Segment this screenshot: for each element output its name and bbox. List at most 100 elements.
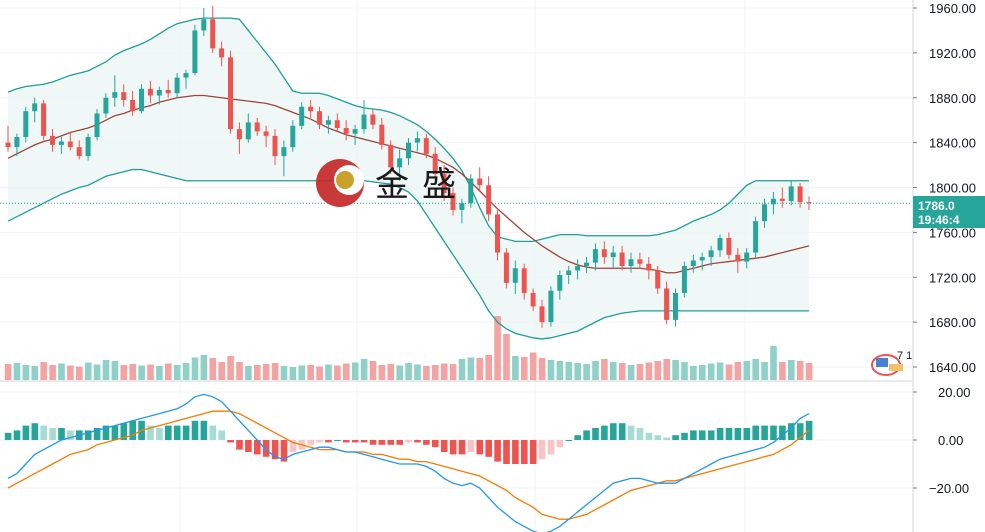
macd-histogram-bar: [102, 425, 110, 440]
candle-body: [41, 103, 47, 136]
macd-histogram-bar: [565, 440, 573, 441]
candle-body: [334, 120, 340, 129]
macd-histogram-bar: [779, 425, 786, 440]
candle-body: [459, 203, 465, 210]
candle-body: [441, 174, 447, 194]
price-tag-bg: [913, 196, 985, 228]
candle: [414, 131, 420, 152]
macd-histogram-bar: [494, 440, 501, 462]
candle-body: [50, 135, 55, 145]
candle-body: [130, 99, 136, 112]
macd-histogram-bar: [788, 423, 795, 440]
macd-histogram-bar: [334, 440, 341, 441]
macd-histogram-bar: [663, 437, 670, 440]
macd-histogram-bar: [618, 423, 626, 440]
volume-bar: [13, 363, 21, 380]
candle: [361, 99, 367, 134]
watermark-logo: 金 盛: [316, 159, 456, 207]
indicator-badge[interactable]: 7 1: [871, 350, 912, 376]
candle: [655, 266, 661, 295]
volume-bar: [245, 366, 252, 380]
candle: [236, 122, 242, 154]
candle: [495, 209, 500, 261]
macd-histogram-bar: [156, 428, 163, 440]
macd-histogram-bar: [503, 440, 510, 464]
candle: [245, 113, 251, 143]
candle-body: [32, 103, 38, 112]
candles: [5, 5, 812, 328]
candle-body: [628, 259, 634, 267]
candle-body: [228, 57, 233, 130]
candle-body: [361, 114, 367, 130]
candle-body: [67, 141, 73, 148]
candle-body: [263, 131, 269, 136]
volume-bar: [494, 316, 501, 380]
candle: [699, 252, 705, 271]
candle-body: [690, 260, 696, 267]
macd-histogram-bar: [40, 425, 47, 440]
candle: [228, 50, 233, 134]
candle-body: [762, 204, 767, 222]
macd-histogram-bar: [165, 425, 172, 440]
candle-body: [503, 252, 509, 283]
candle-body: [379, 124, 385, 145]
volume-bar: [209, 358, 217, 380]
macd-histogram-bar: [699, 430, 706, 440]
volume-bar: [156, 366, 163, 380]
macd-histogram-bar: [654, 435, 662, 440]
macd-histogram-bar: [147, 425, 154, 440]
candle: [726, 232, 732, 260]
macd-line: [7, 393, 810, 532]
candle-body: [788, 186, 794, 201]
macd-histogram-bar: [49, 428, 56, 440]
watermark-char-1: 金: [375, 166, 409, 204]
macd-axis[interactable]: 20.00 0.00 −20.00: [913, 385, 971, 496]
volume-bar: [165, 363, 172, 380]
volume-bar: [761, 362, 768, 380]
candle: [263, 125, 269, 148]
volume-bar: [280, 366, 288, 380]
macd-histogram-bar: [725, 428, 733, 440]
candle-body: [183, 73, 189, 78]
candle-body: [121, 92, 127, 100]
candle-body: [592, 249, 598, 263]
volume-bar: [4, 364, 12, 380]
macd-histogram-bar: [351, 440, 359, 443]
macd-histogram-bar: [316, 440, 323, 443]
candle-body: [388, 144, 394, 168]
candle: [690, 254, 696, 273]
candle-body: [272, 135, 278, 157]
macd-histogram-bar: [120, 423, 128, 440]
macd-histogram-bar: [343, 440, 350, 443]
volume-bar: [485, 355, 492, 380]
candle-body: [664, 288, 670, 320]
macd-signal-line: [7, 410, 810, 520]
volume-bar: [440, 363, 448, 380]
candle: [370, 108, 376, 130]
volume-bar: [316, 366, 323, 380]
volume-bar: [200, 355, 208, 380]
bollinger-upper-line: [7, 17, 809, 242]
volume-bar: [182, 363, 190, 380]
candle: [254, 117, 260, 136]
volume-bar: [40, 362, 47, 380]
candle: [539, 299, 545, 328]
candle: [325, 115, 331, 134]
candle-body: [512, 268, 518, 283]
volume-bar: [360, 359, 368, 380]
candle: [147, 80, 153, 104]
candle: [503, 248, 509, 289]
macd-histogram-bar: [58, 428, 65, 440]
candle: [219, 41, 225, 67]
candle-body: [548, 290, 554, 323]
candle: [397, 149, 403, 181]
macd-histogram-bar: [129, 420, 136, 440]
volume-bar: [102, 360, 110, 380]
price-axis[interactable]: 1960.00 1920.00 1880.00 1840.00 1800.00 1760.…: [913, 1, 976, 375]
volume-bar: [547, 360, 555, 380]
volume-bar: [93, 364, 101, 380]
volume-bar: [432, 365, 439, 380]
candle: [76, 140, 82, 160]
macd-histogram-bar: [716, 428, 724, 440]
